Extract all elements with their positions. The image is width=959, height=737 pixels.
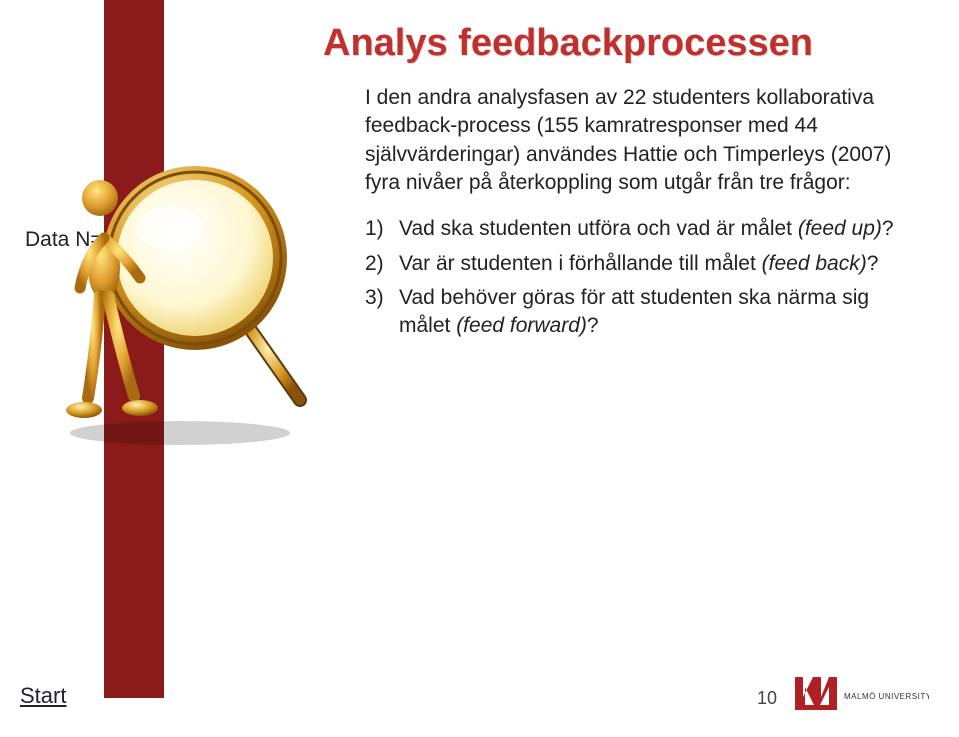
start-link[interactable]: Start — [20, 683, 66, 709]
list-number: 2) — [365, 250, 389, 278]
question-list: 1) Vad ska studenten utföra och vad är m… — [365, 215, 910, 340]
slide-title: Analys feedbackprocessen — [323, 22, 813, 65]
list-item: 3) Vad behöver göras för att studenten s… — [365, 284, 910, 341]
italic-term: (feed forward) — [456, 314, 587, 337]
list-number: 1) — [365, 215, 389, 243]
list-item: 2) Var är studenten i förhållande till m… — [365, 250, 910, 278]
logo-text: MALMÖ UNIVERSITY — [844, 692, 929, 701]
italic-term: (feed up) — [798, 217, 882, 240]
magnifier-figure-illustration — [30, 138, 320, 448]
malmo-university-logo: MALMÖ UNIVERSITY — [789, 665, 929, 727]
page-number: 10 — [757, 688, 777, 709]
slide: Analys feedbackprocessen Data N=199 — [0, 0, 959, 737]
list-text: Vad behöver göras för att studenten ska … — [399, 284, 910, 341]
list-number: 3) — [365, 284, 389, 341]
list-text: Vad ska studenten utföra och vad är måle… — [399, 215, 894, 243]
intro-paragraph: I den andra analysfasen av 22 studenters… — [365, 84, 910, 197]
body-text-block: I den andra analysfasen av 22 studenters… — [365, 84, 910, 347]
italic-term: (feed back) — [762, 252, 867, 275]
list-text: Var är studenten i förhållande till måle… — [399, 250, 878, 278]
list-item: 1) Vad ska studenten utföra och vad är m… — [365, 215, 910, 243]
